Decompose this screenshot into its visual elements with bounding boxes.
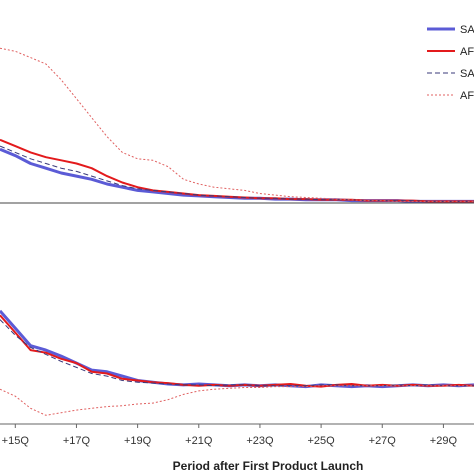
x-tick-label: +17Q — [63, 435, 91, 447]
legend: SA AF SA AF — [427, 24, 474, 102]
x-tick-label: +27Q — [369, 435, 397, 447]
legend-label: AF — [460, 90, 474, 102]
x-tick-label: +19Q — [124, 435, 152, 447]
upper-panel — [0, 47, 474, 204]
legend-label: SA — [460, 24, 474, 36]
lower-series-line-4 — [0, 385, 474, 416]
x-tick-label: +29Q — [430, 435, 458, 447]
lower-series-line-2 — [0, 314, 474, 388]
lower-panel — [0, 309, 474, 416]
x-axis-title: Period after First Product Launch — [173, 459, 364, 473]
upper-series-line-4 — [0, 47, 474, 202]
legend-label: SA — [460, 68, 474, 80]
upper-series-group — [0, 47, 474, 203]
x-tick-label: +23Q — [246, 435, 274, 447]
x-tick-group: +15Q +17Q +19Q +21Q +23Q +25Q +27Q +29Q — [2, 424, 458, 447]
upper-series-line-1 — [0, 147, 474, 203]
upper-series-line-3 — [0, 145, 474, 202]
lower-series-line-1 — [0, 309, 474, 389]
x-tick-label: +21Q — [185, 435, 213, 447]
legend-label: AF — [460, 46, 474, 58]
lower-series-group — [0, 309, 474, 416]
x-tick-label: +25Q — [307, 435, 335, 447]
x-tick-label: +15Q — [2, 435, 30, 447]
lower-series-line-3 — [0, 319, 474, 387]
